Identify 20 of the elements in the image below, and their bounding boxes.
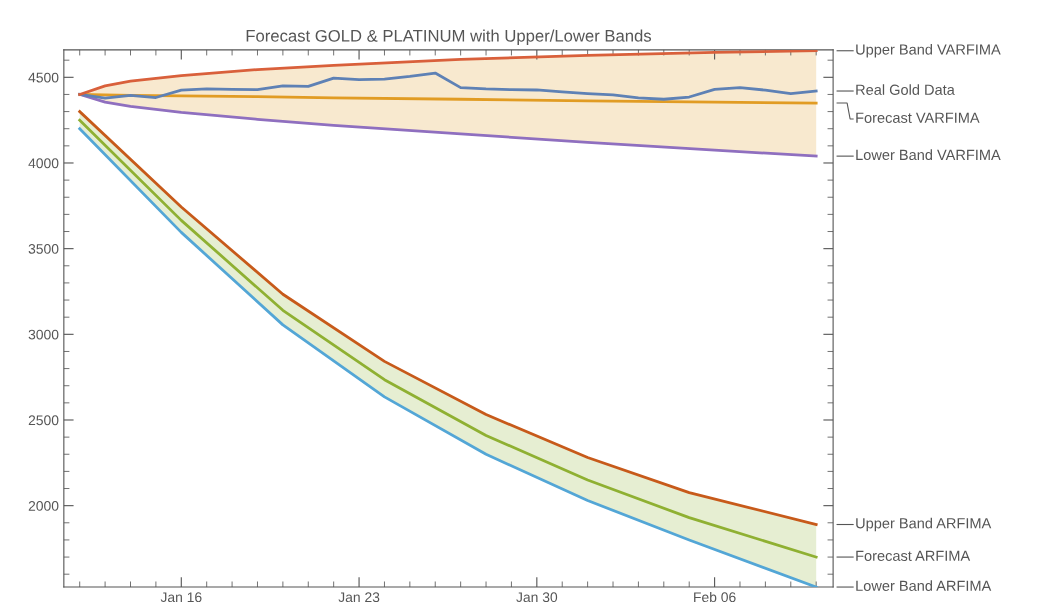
y-tick-label: 2500 <box>28 415 59 426</box>
x-tick-label: Jan 16 <box>160 592 202 603</box>
y-tick-label: 4000 <box>28 158 59 169</box>
text: Upper Band ARFIMA <box>856 517 992 532</box>
y-tick-label: 4500 <box>28 72 59 83</box>
text: Lower Band ARFIMA <box>856 580 992 591</box>
x-tick-label: Jan 30 <box>516 592 558 603</box>
y-tick-label: 3500 <box>28 243 59 254</box>
x-tick-label: Feb 06 <box>694 591 736 603</box>
line-series <box>78 71 818 101</box>
text: Upper Band VARFIMA <box>856 43 1001 58</box>
y-tick-label: 3000 <box>28 329 59 340</box>
y-tick-label: 2000 <box>28 501 59 511</box>
text: Real Gold Data <box>856 84 955 95</box>
chart-title: Forecast GOLD & PLATINUM with Upper/Lower Bands <box>246 29 652 46</box>
text: Lower Band VARFIMA <box>856 149 1001 161</box>
line-series <box>78 49 818 96</box>
text: Forecast VARFIMA <box>856 112 980 123</box>
x-tick-label: Jan 23 <box>338 592 380 603</box>
text: Forecast ARFIMA <box>856 550 971 561</box>
